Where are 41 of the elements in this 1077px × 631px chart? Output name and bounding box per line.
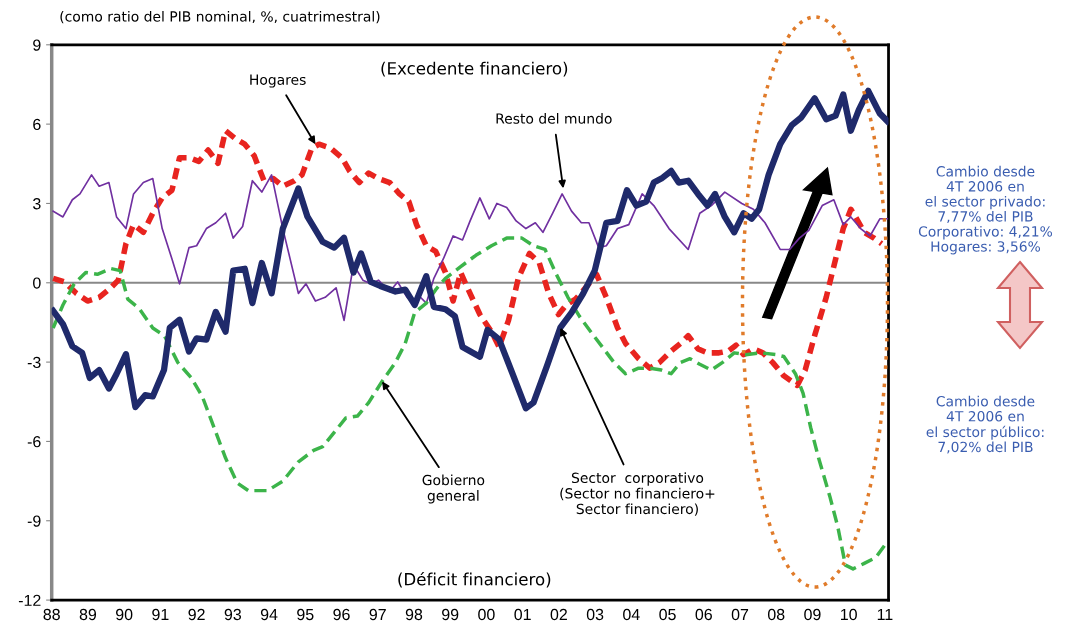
- x-tick-label: 89: [79, 608, 97, 621]
- y-tick-label: 9: [33, 39, 41, 51]
- x-tick-label: 11: [877, 609, 893, 620]
- x-tick-label: 03: [586, 608, 604, 621]
- x-tick-label: 04: [623, 608, 640, 621]
- x-tick-label: 92: [188, 608, 205, 621]
- y-tick-label: -12: [18, 594, 41, 606]
- x-tick-label: 95: [297, 608, 314, 621]
- x-tick-label: 09: [804, 608, 821, 621]
- x-tick-label: 94: [260, 608, 278, 621]
- annotation: Resto del mundo: [496, 113, 612, 124]
- x-tick-label: 98: [405, 608, 423, 621]
- x-tick-label: 02: [550, 608, 567, 621]
- annotation: Gobierno general: [422, 474, 485, 504]
- x-tick-label: 01: [514, 608, 531, 621]
- text: Cambio desde 4T 2006 en el sector público: 7,02% del PIB: [926, 395, 1044, 454]
- x-tick-label: 10: [841, 608, 857, 621]
- text: Cambio desde 4T 2006 en el sector privado: 7,77% del PIB Corporativo: 4,21% Hogares: 3,56%: [918, 165, 1053, 255]
- y-tick-label: 0: [33, 277, 41, 289]
- x-tick-label: 93: [224, 608, 242, 621]
- annotation: (Déficit financiero): [398, 571, 551, 588]
- x-tick-label: 88: [43, 608, 60, 621]
- annotation: Hogares: [250, 74, 306, 88]
- x-tick-label: 00: [478, 608, 495, 621]
- y-tick-label: 3: [33, 198, 41, 210]
- y-tick-label: -9: [27, 515, 41, 527]
- x-tick-label: 90: [116, 608, 133, 621]
- y-tick-label: -6: [27, 436, 41, 448]
- x-tick-label: 91: [152, 608, 169, 621]
- x-tick-label: 05: [659, 608, 676, 621]
- y-tick-label: -3: [27, 356, 41, 369]
- y-tick-label: 6: [33, 118, 41, 131]
- annotation: (Excedente financiero): [381, 61, 568, 77]
- x-tick-label: 06: [695, 608, 712, 621]
- x-tick-label: 07: [731, 608, 749, 621]
- x-tick-label: 08: [767, 608, 785, 621]
- x-tick-label: 99: [442, 608, 459, 621]
- x-tick-label: 96: [333, 608, 350, 621]
- x-tick-label: 97: [369, 608, 386, 621]
- annotation: Sector corporativo (Sector no financiero+ Sector financiero): [560, 472, 715, 516]
- chart-subtitle: (como ratio del PIB nominal, %, cuatrimestral): [60, 10, 380, 24]
